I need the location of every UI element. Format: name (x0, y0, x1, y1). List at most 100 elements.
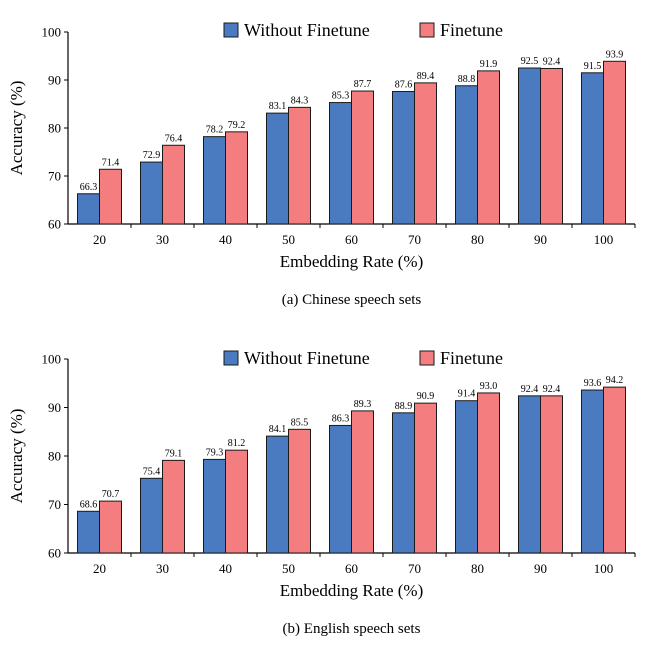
chart-b-x-tick-label: 20 (93, 561, 106, 576)
chart-b-data-label-without-finetune: 88.9 (395, 401, 413, 412)
chart-b-x-tick-label: 100 (594, 561, 614, 576)
chart-a: 60 70 80 90 100 20 66.3 71.4 30 72.9 76.4 40 78.2 79.… (7, 20, 636, 308)
chart-a-bar-finetune (162, 144, 185, 225)
chart-b-x-tick-label: 70 (408, 561, 421, 576)
chart-a-y-tick-label: 80 (48, 121, 61, 136)
chart-b-data-label-without-finetune: 75.4 (143, 466, 161, 477)
chart-b-bar-without-finetune (77, 510, 100, 554)
chart-b-y-tick-label: 60 (48, 546, 61, 561)
chart-a-legend: Without Finetune Finetune (223, 20, 503, 40)
chart-b-data-label-finetune: 90.9 (417, 391, 435, 402)
chart-a-bar-finetune (351, 90, 374, 225)
chart-b-data-label-finetune: 79.1 (165, 448, 183, 459)
chart-a-bar-finetune (288, 106, 311, 225)
chart-b-bar-finetune (351, 410, 374, 554)
chart-a-y-tick-label: 100 (42, 25, 62, 40)
chart-b-bar-finetune (540, 395, 563, 554)
chart-b-legend-swatch-finetune (419, 350, 435, 366)
chart-a-x-tick-label: 70 (408, 232, 421, 247)
chart-a-x-tick-label: 20 (93, 232, 106, 247)
chart-b-bar-finetune (225, 449, 248, 554)
chart-a-legend-swatch-without-finetune (223, 22, 239, 38)
chart-b-bar-without-finetune (329, 424, 352, 554)
chart-a-x-tick-label: 60 (345, 232, 358, 247)
chart-b-data-label-finetune: 70.7 (102, 489, 120, 500)
chart-b-bar-without-finetune (203, 458, 226, 554)
chart-b-x-tick-label: 40 (219, 561, 232, 576)
chart-a-data-label-finetune: 84.3 (291, 95, 309, 106)
chart-b-y-tick-label: 70 (48, 497, 61, 512)
chart-a-data-label-without-finetune: 87.6 (395, 80, 413, 91)
chart-a-bar-without-finetune (266, 112, 289, 225)
chart-b-y-tick-label: 100 (42, 352, 62, 367)
chart-a-legend-swatch-finetune (419, 22, 435, 38)
chart-a-bar-without-finetune (581, 72, 604, 225)
chart-b-data-label-without-finetune: 68.6 (80, 499, 98, 510)
chart-a-bar-without-finetune (140, 161, 163, 225)
chart-b-y-axis-title: Accuracy (%) (7, 409, 26, 504)
chart-b-data-label-without-finetune: 91.4 (458, 389, 476, 400)
chart-b-legend-label-without-finetune: Without Finetune (244, 348, 370, 368)
chart-b-data-label-without-finetune: 92.4 (521, 384, 539, 395)
chart-a-bar-without-finetune (329, 102, 352, 225)
chart-a-bar-without-finetune (455, 85, 478, 225)
chart-a-data-label-finetune: 89.4 (417, 71, 435, 82)
chart-b-data-label-without-finetune: 93.6 (584, 378, 602, 389)
chart-b-data-label-finetune: 81.2 (228, 438, 246, 449)
chart-a-data-label-without-finetune: 88.8 (458, 74, 476, 85)
chart-a-bar-finetune (603, 60, 626, 225)
chart-a-x-tick-label: 80 (471, 232, 484, 247)
chart-b-x-tick-label: 80 (471, 561, 484, 576)
chart-a-x-tick-label: 40 (219, 232, 232, 247)
chart-a-x-tick-label: 90 (534, 232, 547, 247)
chart-a-bar-finetune (225, 131, 248, 225)
chart-b-bar-finetune (162, 459, 185, 554)
chart-b-caption: (b) English speech sets (283, 621, 421, 637)
chart-a-bar-finetune (99, 168, 122, 225)
chart-a-bar-without-finetune (77, 193, 100, 225)
chart-a-data-label-finetune: 91.9 (480, 59, 498, 70)
chart-b-legend: Without Finetune Finetune (223, 348, 503, 368)
chart-b-y-tick-label: 90 (48, 400, 61, 415)
chart-a-bar-finetune (477, 70, 500, 225)
chart-b-x-tick-label: 30 (156, 561, 169, 576)
chart-b-bar-without-finetune (518, 395, 541, 554)
chart-b-data-label-without-finetune: 79.3 (206, 447, 224, 458)
chart-a-x-axis-title: Embedding Rate (%) (280, 252, 424, 271)
chart-a-caption: (a) Chinese speech sets (282, 292, 422, 308)
chart-a-x-tick-label: 50 (282, 232, 295, 247)
chart-b-x-tick-label: 60 (345, 561, 358, 576)
chart-b: 60 70 80 90 100 20 68.6 70.7 30 75.4 79.1 40 79.3 81.… (7, 348, 636, 637)
chart-a-data-label-finetune: 76.4 (165, 133, 183, 144)
chart-a-data-label-without-finetune: 85.3 (332, 91, 350, 102)
chart-b-bar-without-finetune (266, 435, 289, 554)
chart-b-data-label-without-finetune: 84.1 (269, 424, 287, 435)
chart-a-legend-label-finetune: Finetune (440, 20, 503, 40)
chart-a-data-label-without-finetune: 66.3 (80, 182, 98, 193)
chart-a-x-tick-label: 30 (156, 232, 169, 247)
chart-b-bar-finetune (414, 402, 437, 554)
chart-a-y-tick-label: 60 (48, 217, 61, 232)
chart-b-bar-without-finetune (455, 400, 478, 554)
chart-a-data-label-without-finetune: 83.1 (269, 101, 287, 112)
chart-a-data-label-without-finetune: 72.9 (143, 150, 161, 161)
chart-a-y-axis-title: Accuracy (%) (7, 81, 26, 176)
chart-a-data-label-finetune: 79.2 (228, 120, 246, 131)
chart-b-data-label-finetune: 92.4 (543, 384, 561, 395)
chart-b-data-label-finetune: 93.0 (480, 381, 498, 392)
chart-b-x-tick-label: 90 (534, 561, 547, 576)
chart-b-bar-finetune (477, 392, 500, 554)
chart-b-data-label-finetune: 89.3 (354, 399, 372, 410)
chart-b-bar-without-finetune (581, 389, 604, 554)
chart-b-data-label-finetune: 85.5 (291, 417, 309, 428)
chart-a-y-tick-label: 90 (48, 73, 61, 88)
chart-b-bar-without-finetune (392, 412, 415, 554)
chart-b-y-tick-label: 80 (48, 449, 61, 464)
chart-a-x-tick-label: 100 (594, 232, 614, 247)
chart-a-data-label-finetune: 87.7 (354, 79, 372, 90)
chart-b-data-label-without-finetune: 86.3 (332, 413, 350, 424)
chart-a-data-label-without-finetune: 91.5 (584, 61, 602, 72)
chart-b-data-label-finetune: 94.2 (606, 375, 624, 386)
chart-b-x-tick-label: 50 (282, 561, 295, 576)
